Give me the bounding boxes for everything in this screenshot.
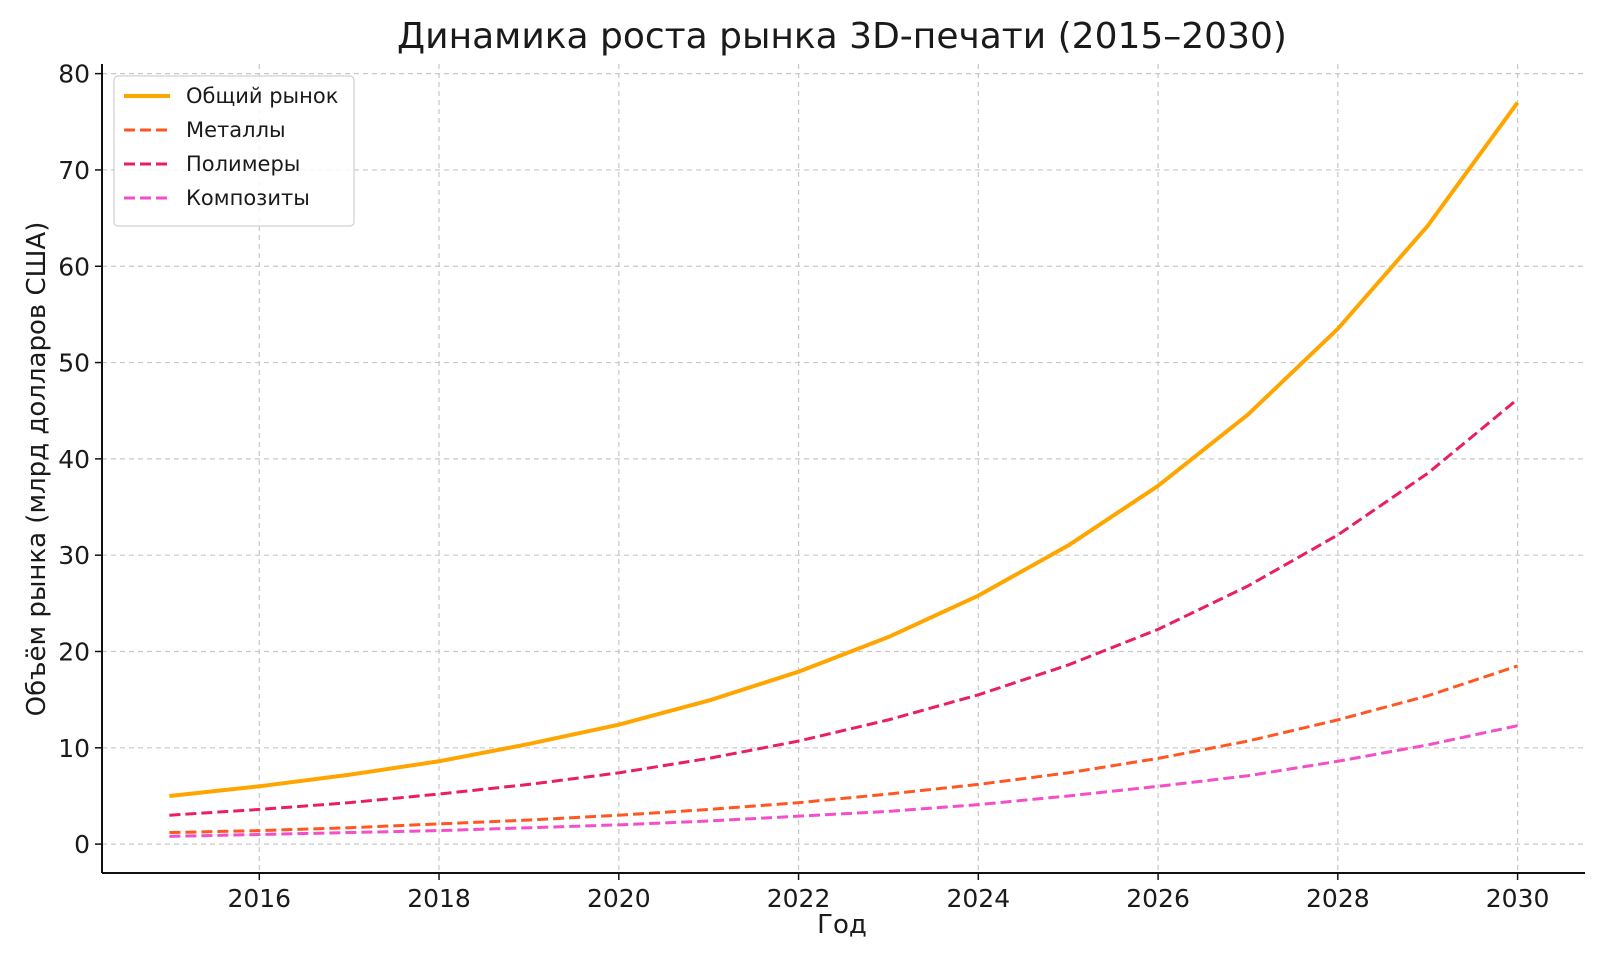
x-tick-label: 2026 [1126,884,1190,913]
chart-title: Динамика роста рынка 3D-печати (2015–203… [397,16,1287,57]
y-tick-label: 0 [74,830,90,859]
x-tick-label: 2016 [227,884,291,913]
y-tick-label: 70 [58,156,90,185]
x-tick-label: 2020 [587,884,651,913]
y-tick-label: 40 [58,445,90,474]
x-tick-label: 2024 [947,884,1011,913]
legend-label: Композиты [186,186,310,210]
x-tick-label: 2018 [407,884,471,913]
y-tick-label: 20 [58,637,90,666]
series-line-4 [169,724,1518,838]
legend-label: Полимеры [186,152,300,176]
legend-box [113,75,355,227]
y-tick-label: 60 [58,252,90,281]
series-line-2 [169,664,1519,835]
y-axis-label: Объём рынка (млрд долларов США) [22,222,52,717]
y-tick-label: 80 [58,60,90,89]
legend: Общий рынок Металлы Полимеры Композиты [113,75,355,227]
legend-label: Общий рынок [186,84,338,108]
y-tick-label: 30 [58,541,90,570]
series-line-3 [169,398,1519,817]
x-tick-label: 2028 [1306,884,1370,913]
series-layer [169,101,1520,838]
legend-label: Металлы [186,118,286,142]
x-axis-label: Год [817,910,867,940]
series-line-1 [169,101,1520,798]
y-tick-label: 10 [58,734,90,763]
x-tick-label: 2030 [1486,884,1550,913]
y-tick-label: 50 [58,349,90,378]
x-tick-label: 2022 [767,884,831,913]
